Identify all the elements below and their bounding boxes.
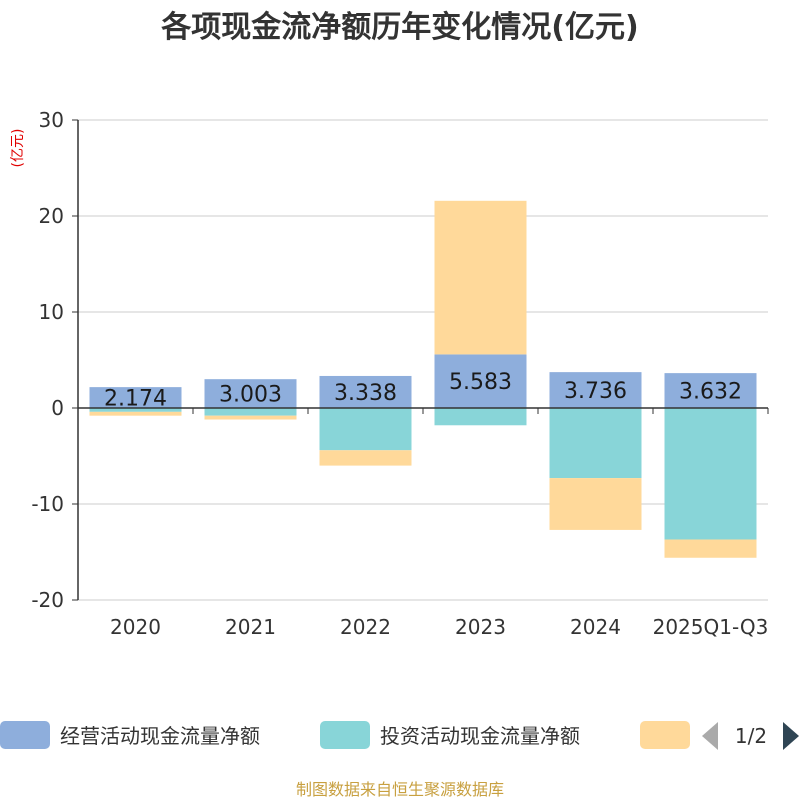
bar-2020-s2 bbox=[89, 408, 182, 412]
legend-label: 经营活动现金流量净额 bbox=[60, 724, 260, 748]
bar-2025Q1-Q3-s3 bbox=[664, 539, 757, 558]
data-labels: 2.174 3.003 3.338 5.583 3.736 3.632 bbox=[104, 370, 742, 411]
bar-2021-s2 bbox=[204, 408, 297, 416]
footer-source: 制图数据来自恒生聚源数据库 bbox=[296, 780, 504, 799]
y-tick-label: -20 bbox=[31, 588, 64, 612]
pager-next-icon[interactable] bbox=[783, 722, 799, 750]
y-tick-label: 10 bbox=[39, 300, 64, 324]
bar-2023-s3 bbox=[434, 200, 527, 355]
pager-prev-icon[interactable] bbox=[702, 722, 718, 750]
data-label: 3.003 bbox=[219, 383, 282, 408]
data-label: 3.338 bbox=[334, 381, 397, 406]
bar-2022-s3 bbox=[319, 450, 412, 466]
bar-2025Q1-Q3-s2 bbox=[664, 408, 757, 540]
x-tick-label: 2025Q1-Q3 bbox=[653, 615, 769, 639]
x-tick-label: 2021 bbox=[225, 615, 276, 639]
bar-2021-s1 bbox=[204, 379, 297, 408]
gridlines bbox=[78, 119, 768, 601]
bar-2020-s3 bbox=[89, 411, 182, 416]
x-tick-label: 2022 bbox=[340, 615, 391, 639]
data-label: 5.583 bbox=[449, 370, 512, 395]
bar-2022-s1 bbox=[319, 375, 412, 408]
y-axis-unit: (亿元) bbox=[10, 129, 26, 168]
y-tick-label: -10 bbox=[31, 492, 64, 516]
legend-label: 投资活动现金流量净额 bbox=[380, 724, 580, 748]
chart-title: 各项现金流净额历年变化情况(亿元) bbox=[160, 10, 638, 45]
x-tick-label: 2023 bbox=[455, 615, 506, 639]
legend-swatch bbox=[320, 721, 370, 749]
y-tick-label: 20 bbox=[39, 204, 64, 228]
bar-2021-s3 bbox=[204, 415, 297, 420]
bar-2024-s2 bbox=[549, 408, 642, 479]
bar-2024-s3 bbox=[549, 478, 642, 530]
legend-pager: 1/2 bbox=[702, 722, 799, 750]
bar-2023-s1 bbox=[434, 354, 527, 408]
bar-2023-s2 bbox=[434, 408, 527, 426]
data-label: 3.632 bbox=[679, 380, 742, 405]
pager-text: 1/2 bbox=[735, 724, 767, 748]
legend-swatch bbox=[0, 721, 50, 749]
bar-2024-s1 bbox=[549, 372, 642, 408]
axes: 30 20 10 0 -10 -20 2020 2021 2022 2023 2024 2025Q1-… bbox=[31, 108, 769, 639]
data-label: 3.736 bbox=[564, 379, 627, 404]
y-tick-label: 30 bbox=[39, 108, 64, 132]
bar-2025Q1-Q3-s1 bbox=[664, 373, 757, 408]
bars bbox=[89, 200, 757, 558]
legend-swatch bbox=[640, 721, 690, 749]
data-label: 2.174 bbox=[104, 387, 167, 412]
bar-2022-s2 bbox=[319, 408, 412, 451]
y-tick-label: 0 bbox=[51, 396, 64, 420]
legend: 经营活动现金流量净额 投资活动现金流量净额 bbox=[0, 721, 690, 749]
x-tick-label: 2020 bbox=[110, 615, 161, 639]
bar-2020-s1 bbox=[89, 387, 182, 408]
x-tick-label: 2024 bbox=[570, 615, 621, 639]
